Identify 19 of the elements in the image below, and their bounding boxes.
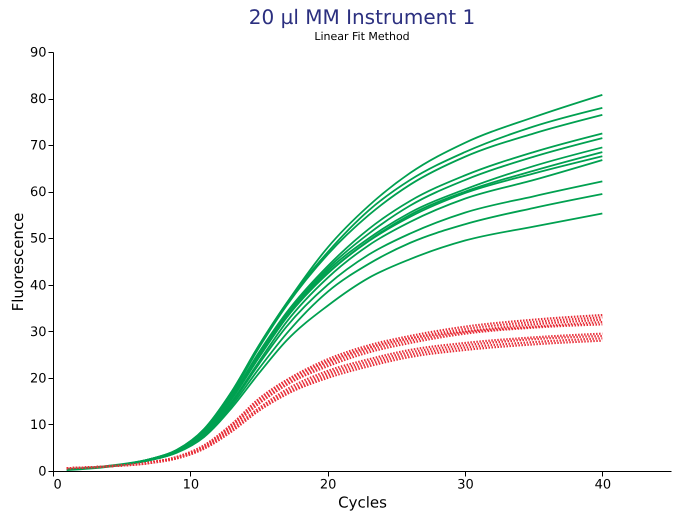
x-tick-label: 40	[594, 478, 612, 492]
x-tick-label: 20	[320, 478, 336, 492]
y-tick-label: 0	[38, 464, 46, 480]
y-tick-label: 50	[30, 232, 46, 247]
y-tick-label: 40	[30, 278, 46, 294]
x-tick-label: 30	[457, 478, 474, 492]
y-tick-label: 10	[30, 418, 46, 433]
x-tick-label: 10	[182, 478, 200, 492]
y-tick-label: 20	[30, 371, 46, 386]
y-tick-label: 70	[30, 138, 46, 154]
chart-subtitle: Linear Fit Method	[314, 30, 410, 43]
y-tick-label: 90	[30, 46, 46, 60]
y-tick-label: 80	[30, 92, 46, 108]
chart-title: 20 µl MM Instrument 1	[248, 5, 476, 29]
x-axis-title: Cycles	[338, 494, 388, 512]
y-tick-label: 30	[30, 324, 46, 340]
y-axis-title: Fluorescence	[8, 212, 27, 312]
x-tick-label: 0	[54, 478, 62, 492]
y-tick-label: 60	[30, 185, 46, 200]
